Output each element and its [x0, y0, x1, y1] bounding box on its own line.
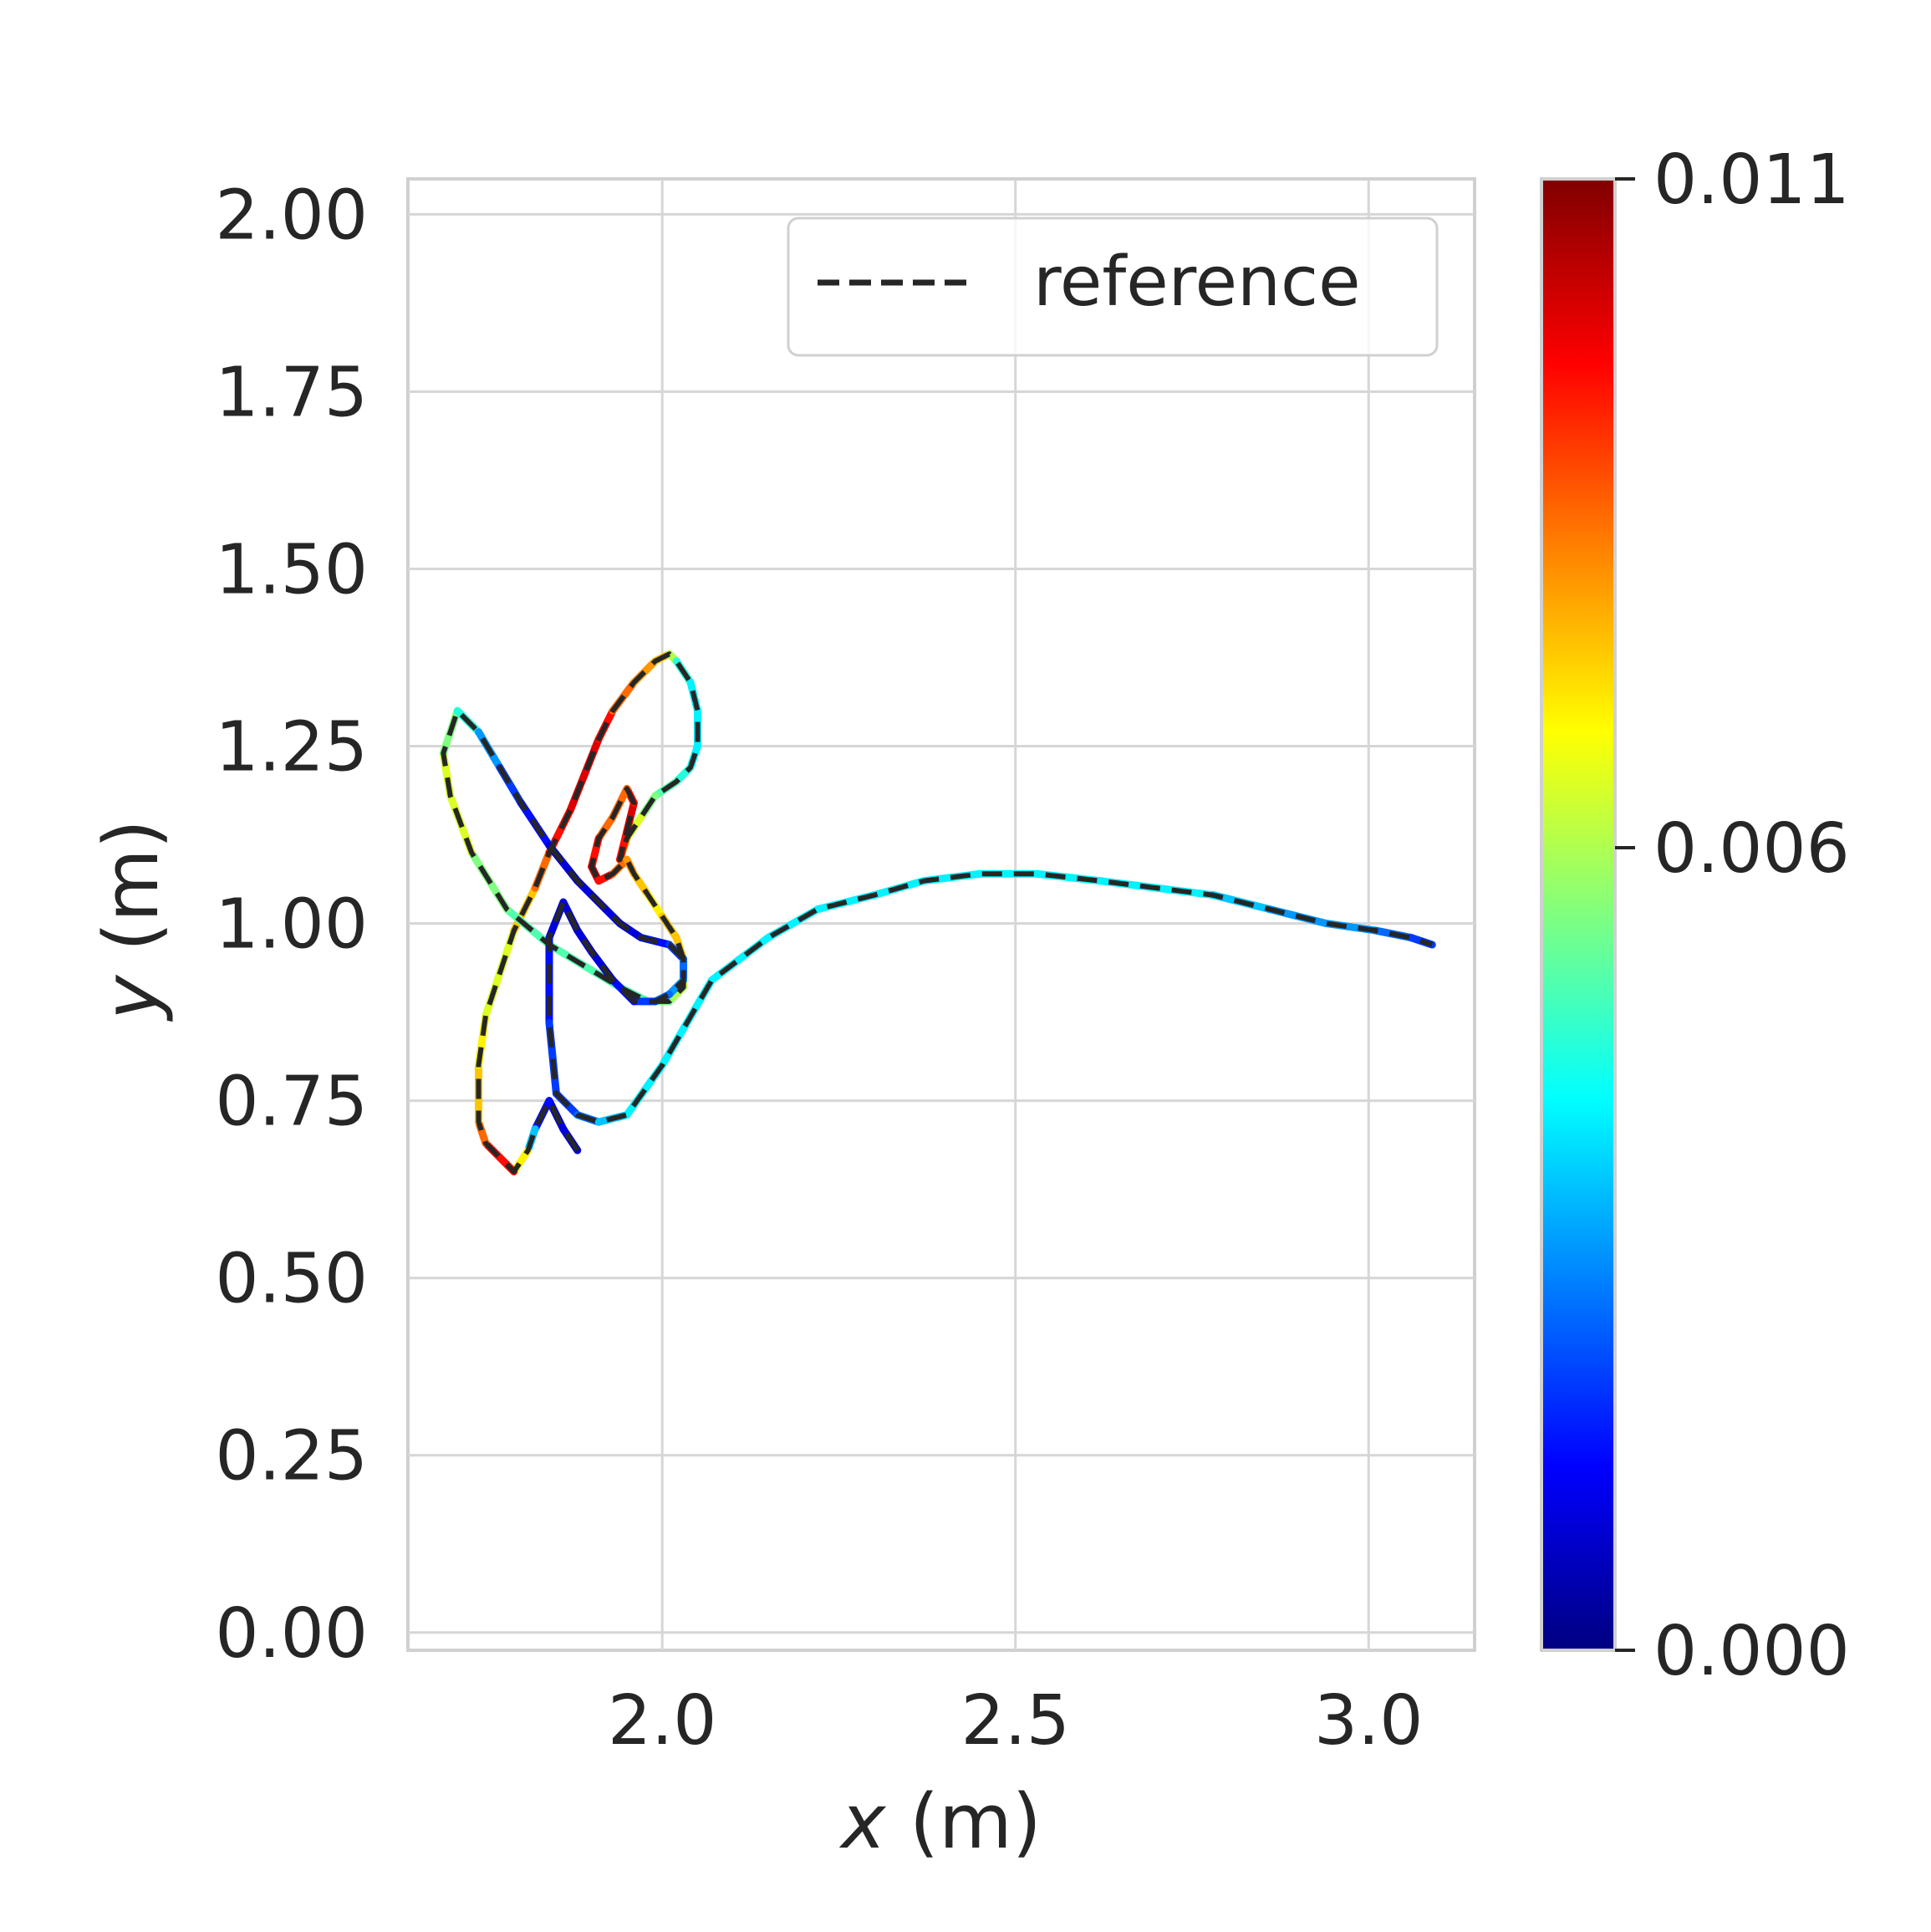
colorbar-gradient — [1540, 177, 1617, 1652]
colorbar: 0.000 0.006 0.011 — [1540, 140, 1850, 1691]
y-axis-label: y (m) — [88, 819, 176, 1022]
x-tick-label: 2.0 — [608, 1681, 716, 1761]
legend-reference-label: reference — [1033, 242, 1361, 322]
colorbar-tick-label: 0.011 — [1653, 140, 1850, 220]
y-tick-label: 0.25 — [215, 1417, 368, 1496]
colorbar-ticks: 0.000 0.006 0.011 — [1615, 140, 1850, 1691]
legend-box — [787, 217, 1439, 357]
y-tick-label: 1.25 — [215, 708, 368, 788]
y-tick-label: 1.00 — [215, 885, 368, 965]
y-tick-label: 0.75 — [215, 1063, 368, 1142]
x-axis-label-var: x — [838, 1778, 887, 1866]
y-tick-label: 0.50 — [215, 1240, 368, 1319]
tick-label-layer: 2.0 2.5 3.0 0.00 0.25 0.50 0.75 1.00 1.25 1.50 1.7… — [215, 176, 1423, 1761]
x-axis-label: x (m) — [838, 1778, 1042, 1866]
legend: reference — [787, 217, 1439, 357]
grid-layer — [408, 179, 1475, 1650]
y-tick-label: 1.75 — [215, 353, 368, 432]
y-tick-label: 1.50 — [215, 531, 368, 610]
y-tick-label: 2.00 — [215, 176, 368, 255]
y-tick-label: 0.00 — [215, 1594, 368, 1674]
x-tick-label: 2.5 — [961, 1681, 1070, 1761]
colorbar-tick-label: 0.006 — [1653, 809, 1850, 889]
x-axis-label-unit: (m) — [885, 1778, 1042, 1866]
y-axis-label-unit: (m) — [88, 819, 176, 976]
x-tick-label: 3.0 — [1314, 1681, 1423, 1761]
colorbar-tick-label: 0.000 — [1653, 1612, 1850, 1691]
y-axis-label-var: y — [88, 974, 176, 1022]
